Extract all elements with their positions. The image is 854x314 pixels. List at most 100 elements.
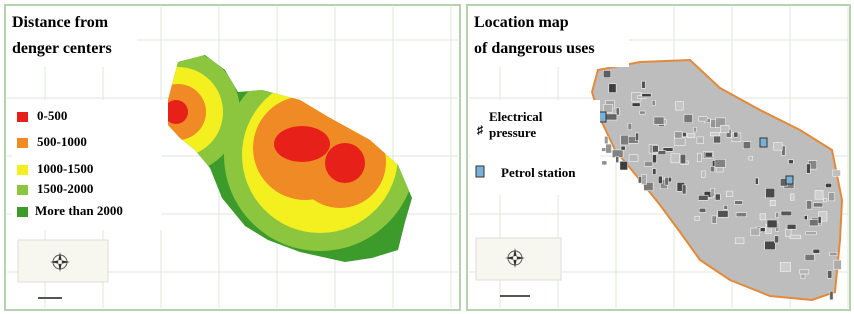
block xyxy=(697,137,704,144)
block xyxy=(775,236,779,243)
block xyxy=(602,161,607,165)
title: Location map xyxy=(474,14,569,31)
block xyxy=(640,111,646,114)
block xyxy=(665,177,669,185)
block xyxy=(774,143,783,151)
block xyxy=(818,217,821,224)
zone-1 xyxy=(325,143,365,183)
block xyxy=(724,205,728,209)
legend-label: 500-1000 xyxy=(37,134,87,149)
legend-swatch xyxy=(17,207,28,217)
block xyxy=(767,220,777,228)
block xyxy=(606,114,617,120)
block xyxy=(629,155,638,162)
legend-label: 1500-2000 xyxy=(37,181,93,196)
block xyxy=(695,216,700,220)
block xyxy=(830,252,837,255)
block xyxy=(694,127,697,132)
figure: Distance from denger centers 0-500 500-10… xyxy=(0,0,854,314)
block xyxy=(787,224,796,229)
block xyxy=(658,151,666,155)
block xyxy=(809,220,818,226)
block xyxy=(833,170,841,176)
block xyxy=(699,117,708,121)
block xyxy=(800,269,809,274)
title: of dangerous uses xyxy=(474,40,595,57)
block xyxy=(682,185,686,194)
block xyxy=(714,136,721,143)
title: Distance from xyxy=(12,14,109,31)
block xyxy=(806,232,817,235)
block xyxy=(790,194,794,200)
legend-swatch xyxy=(17,165,28,175)
block xyxy=(705,152,712,157)
block xyxy=(780,262,790,271)
block xyxy=(642,174,647,184)
block xyxy=(699,208,706,212)
legend-label: Electrical xyxy=(489,109,543,124)
block xyxy=(813,203,823,207)
legend-swatch xyxy=(17,138,28,148)
station-icon xyxy=(760,138,767,147)
station-icon xyxy=(786,176,793,184)
block xyxy=(642,81,646,88)
block xyxy=(720,125,729,132)
legend-swatch xyxy=(17,112,28,122)
block xyxy=(828,271,832,279)
block xyxy=(671,154,680,163)
block xyxy=(760,214,766,220)
block xyxy=(765,241,776,250)
block xyxy=(687,134,695,138)
block xyxy=(755,178,758,184)
block xyxy=(712,216,717,224)
legend-label: Petrol station xyxy=(501,165,576,180)
legend-label: 0-500 xyxy=(37,108,67,123)
legend-swatch xyxy=(17,185,28,195)
zone-1 xyxy=(274,126,330,162)
legend-label: More than 2000 xyxy=(35,203,123,218)
legend-icon: ♯ xyxy=(477,123,483,137)
block xyxy=(684,115,693,123)
block xyxy=(718,211,728,218)
block xyxy=(653,146,659,153)
legend-label: 1000-1500 xyxy=(37,161,93,176)
block xyxy=(781,211,792,216)
block xyxy=(636,133,639,141)
block xyxy=(658,176,662,184)
block xyxy=(609,84,616,93)
block xyxy=(824,199,827,202)
block xyxy=(715,194,720,200)
block xyxy=(653,155,657,163)
block xyxy=(605,136,609,143)
title: denger centers xyxy=(12,40,112,57)
block xyxy=(603,70,611,77)
block xyxy=(830,291,834,300)
block xyxy=(735,201,743,205)
legend-label: pressure xyxy=(489,125,536,140)
block xyxy=(801,274,805,279)
block xyxy=(620,161,628,170)
block xyxy=(715,159,726,167)
block xyxy=(698,195,708,200)
block xyxy=(749,156,753,160)
block xyxy=(644,161,652,166)
block xyxy=(710,166,714,172)
block xyxy=(813,249,820,253)
block xyxy=(604,104,613,112)
block xyxy=(760,228,765,232)
block xyxy=(701,171,705,178)
block xyxy=(621,135,629,145)
block xyxy=(815,190,823,199)
block xyxy=(616,156,619,162)
block xyxy=(766,188,775,198)
block xyxy=(683,132,687,136)
block xyxy=(834,260,842,269)
block xyxy=(632,103,640,107)
block xyxy=(674,137,685,145)
block xyxy=(807,164,811,173)
block xyxy=(675,102,683,111)
block xyxy=(826,183,832,187)
block xyxy=(711,188,715,196)
block xyxy=(805,254,814,260)
block xyxy=(735,238,744,244)
